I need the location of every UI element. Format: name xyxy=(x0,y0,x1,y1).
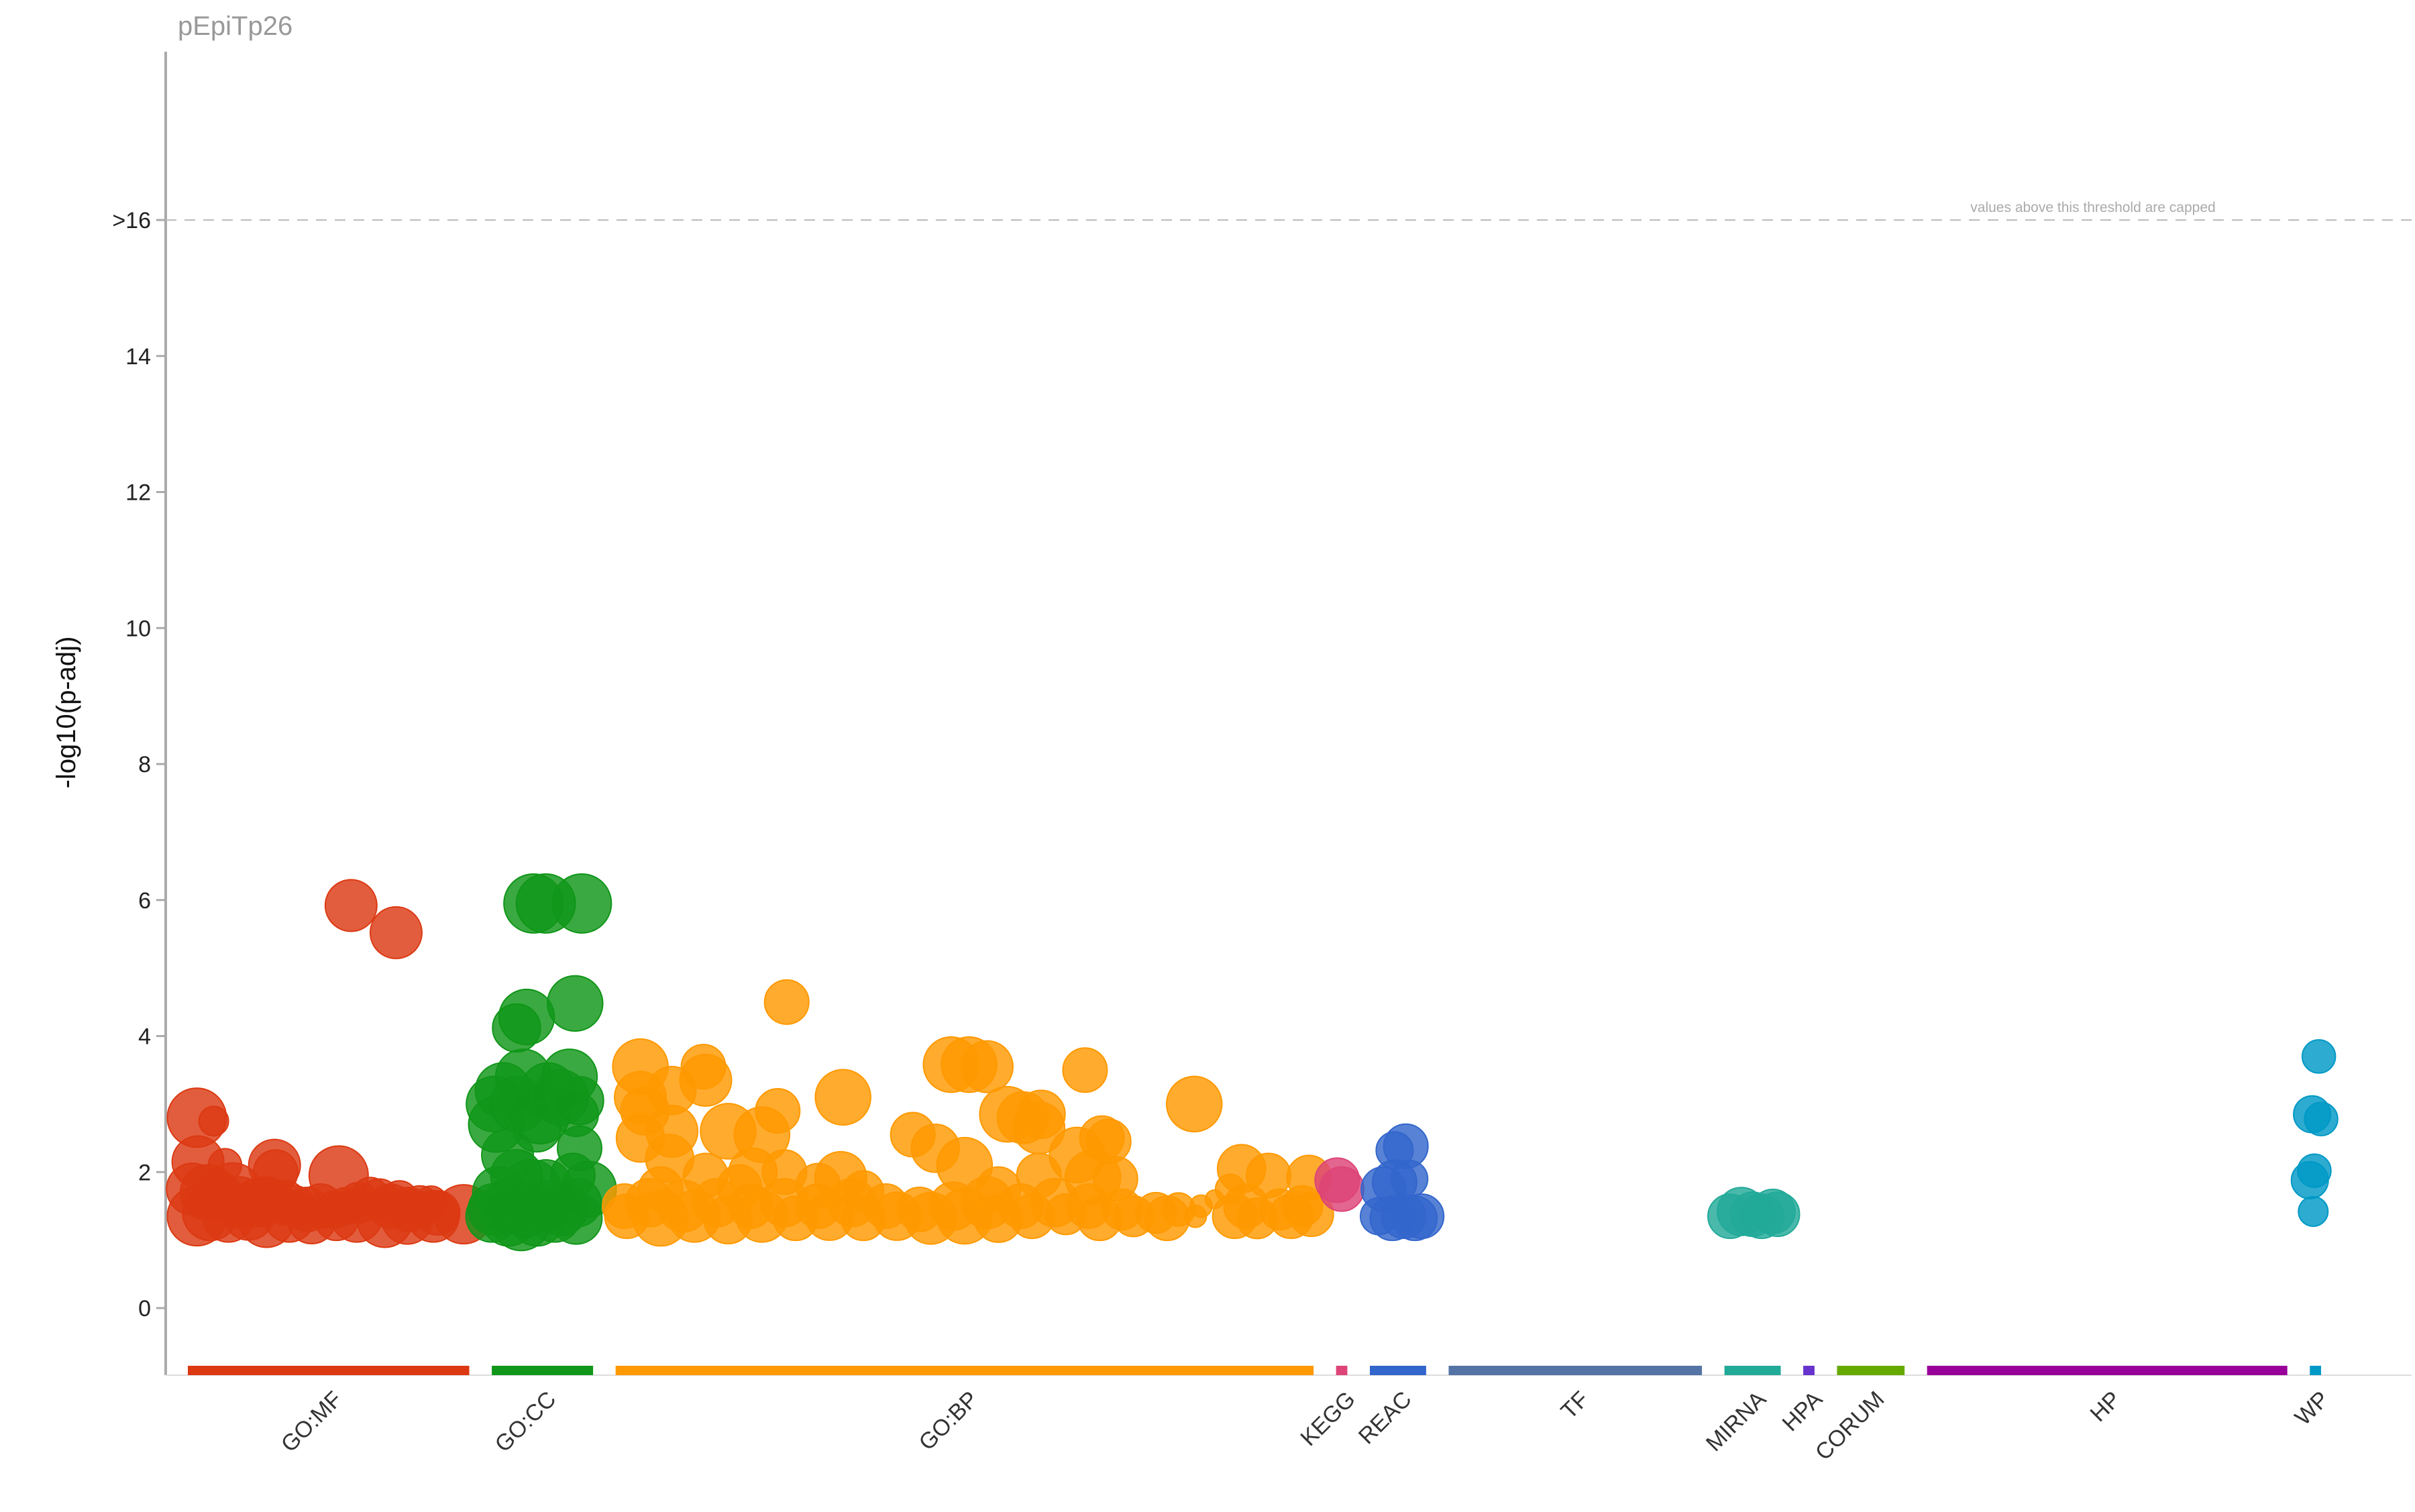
data-point xyxy=(492,1003,541,1053)
source-bar xyxy=(1724,1366,1781,1375)
y-tick-label: 0 xyxy=(138,1296,151,1321)
y-tick-label: 2 xyxy=(138,1160,151,1185)
source-label: CORUM xyxy=(1811,1387,1890,1466)
data-point xyxy=(2298,1196,2329,1228)
source-label: GO:BP xyxy=(914,1387,983,1456)
source-label: HPA xyxy=(1778,1387,1828,1437)
data-point xyxy=(324,879,378,932)
source-label: GO:CC xyxy=(490,1387,561,1458)
y-tick-label: >16 xyxy=(112,208,151,233)
data-point xyxy=(2304,1101,2339,1136)
cap-threshold-note: values above this threshold are capped xyxy=(1970,200,2215,215)
source-bar xyxy=(1370,1366,1426,1375)
source-label: WP xyxy=(2290,1387,2334,1431)
y-tick-label: 12 xyxy=(125,480,151,506)
source-label: TF xyxy=(1556,1387,1594,1424)
data-point xyxy=(1183,1204,1208,1228)
y-tick-label: 14 xyxy=(125,344,151,370)
data-point xyxy=(547,975,604,1032)
source-bar xyxy=(188,1366,470,1375)
data-point xyxy=(1399,1193,1445,1240)
data-point xyxy=(369,906,423,959)
y-tick-label: 4 xyxy=(138,1024,151,1050)
source-label: GO:MF xyxy=(276,1387,347,1458)
data-point xyxy=(1288,1191,1334,1238)
source-bar xyxy=(1927,1366,2288,1375)
source-bar xyxy=(1837,1366,1905,1375)
data-point xyxy=(2301,1039,2337,1074)
points-layer xyxy=(166,873,2339,1252)
source-bar xyxy=(615,1366,1314,1375)
y-axis-label: -log10(p-adj) xyxy=(52,637,81,789)
source-label: HP xyxy=(2086,1387,2126,1427)
source-bar xyxy=(1803,1366,1815,1375)
data-point xyxy=(814,1069,871,1126)
data-point xyxy=(763,979,810,1025)
source-bar xyxy=(2310,1366,2321,1375)
chart-title: pEpiTp26 xyxy=(178,11,292,41)
source-label: KEGG xyxy=(1295,1387,1360,1451)
data-point xyxy=(1754,1191,1801,1238)
y-tick-label: 6 xyxy=(138,888,151,914)
source-label: REAC xyxy=(1354,1387,1417,1450)
source-bar xyxy=(1336,1366,1348,1375)
y-tick-label: 8 xyxy=(138,752,151,777)
data-point xyxy=(1319,1166,1365,1212)
source-bar xyxy=(1448,1366,1703,1375)
data-point xyxy=(1165,1075,1223,1133)
data-point xyxy=(960,1040,1014,1093)
data-point xyxy=(198,1105,229,1137)
data-point xyxy=(551,873,612,934)
data-point xyxy=(1062,1047,1108,1093)
source-bar xyxy=(492,1366,594,1375)
data-point xyxy=(549,1191,603,1245)
data-point xyxy=(2290,1160,2329,1199)
source-label: MIRNA xyxy=(1701,1387,1772,1457)
data-point xyxy=(1144,1195,1190,1242)
y-tick-label: 10 xyxy=(125,616,151,641)
